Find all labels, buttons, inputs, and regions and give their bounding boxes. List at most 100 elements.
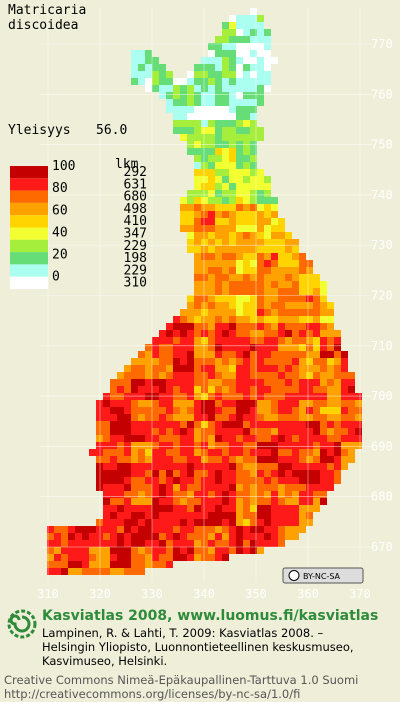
map-cell — [152, 561, 159, 568]
map-cell — [292, 414, 299, 421]
map-cell — [152, 449, 159, 456]
map-cell — [110, 526, 117, 533]
map-cell — [208, 337, 215, 344]
map-cell — [264, 498, 271, 505]
map-cell — [201, 302, 208, 309]
map-cell — [222, 393, 229, 400]
map-cell — [194, 92, 201, 99]
map-cell — [117, 512, 124, 519]
map-cell — [250, 512, 257, 519]
map-cell — [278, 365, 285, 372]
map-cell — [341, 365, 348, 372]
map-cell — [103, 393, 110, 400]
map-cell — [187, 463, 194, 470]
map-cell — [138, 561, 145, 568]
map-cell — [215, 246, 222, 253]
map-cell — [117, 435, 124, 442]
map-cell — [320, 484, 327, 491]
map-cell — [299, 365, 306, 372]
map-cell — [257, 491, 264, 498]
map-cell — [173, 554, 180, 561]
map-cell — [145, 85, 152, 92]
map-cell — [278, 498, 285, 505]
y-label: 740 — [371, 188, 393, 202]
map-cell — [257, 267, 264, 274]
map-cell — [306, 309, 313, 316]
map-cell — [201, 407, 208, 414]
map-cell — [271, 540, 278, 547]
map-cell — [152, 477, 159, 484]
map-cell — [243, 414, 250, 421]
map-cell — [320, 358, 327, 365]
map-cell — [306, 428, 313, 435]
map-cell — [236, 337, 243, 344]
map-cell — [313, 316, 320, 323]
map-cell — [159, 71, 166, 78]
map-cell — [341, 358, 348, 365]
map-cell — [271, 470, 278, 477]
map-cell — [222, 477, 229, 484]
map-cell — [96, 463, 103, 470]
map-cell — [278, 309, 285, 316]
legend-count: 347 — [124, 227, 147, 242]
map-cell — [320, 281, 327, 288]
map-cell — [355, 414, 362, 421]
map-cell — [327, 484, 334, 491]
map-cell — [271, 344, 278, 351]
map-cell — [250, 169, 257, 176]
map-cell — [117, 463, 124, 470]
map-cell — [271, 260, 278, 267]
map-cell — [236, 78, 243, 85]
map-cell — [208, 99, 215, 106]
legend-swatch — [10, 227, 48, 240]
map-cell — [180, 386, 187, 393]
frequency-value: 56.0 — [96, 123, 127, 138]
map-cell — [166, 505, 173, 512]
map-cell — [75, 547, 82, 554]
map-cell — [327, 463, 334, 470]
x-label: 310 — [37, 587, 59, 601]
map-cell — [117, 554, 124, 561]
map-cell — [89, 554, 96, 561]
map-cell — [264, 386, 271, 393]
map-cell — [292, 295, 299, 302]
map-cell — [236, 253, 243, 260]
map-cell — [236, 414, 243, 421]
map-cell — [264, 323, 271, 330]
map-cell — [236, 99, 243, 106]
map-cell — [124, 547, 131, 554]
map-cell — [124, 505, 131, 512]
map-cell — [313, 477, 320, 484]
map-cell — [257, 127, 264, 134]
map-cell — [103, 505, 110, 512]
map-cell — [236, 540, 243, 547]
map-cell — [201, 400, 208, 407]
map-cell — [278, 386, 285, 393]
map-cell — [250, 379, 257, 386]
map-cell — [187, 344, 194, 351]
map-cell — [187, 512, 194, 519]
map-cell — [152, 533, 159, 540]
map-cell — [229, 162, 236, 169]
map-cell — [236, 71, 243, 78]
map-cell — [306, 470, 313, 477]
map-cell — [187, 197, 194, 204]
map-cell — [243, 239, 250, 246]
map-cell — [222, 302, 229, 309]
map-cell — [138, 372, 145, 379]
map-cell — [264, 176, 271, 183]
map-cell — [166, 435, 173, 442]
map-cell — [229, 505, 236, 512]
map-cell — [229, 211, 236, 218]
map-cell — [159, 379, 166, 386]
map-cell — [110, 505, 117, 512]
map-cell — [229, 519, 236, 526]
map-cell — [201, 330, 208, 337]
map-cell — [145, 400, 152, 407]
map-cell — [96, 533, 103, 540]
map-cell — [222, 204, 229, 211]
map-cell — [138, 526, 145, 533]
map-cell — [243, 379, 250, 386]
map-cell — [145, 561, 152, 568]
map-cell — [103, 442, 110, 449]
